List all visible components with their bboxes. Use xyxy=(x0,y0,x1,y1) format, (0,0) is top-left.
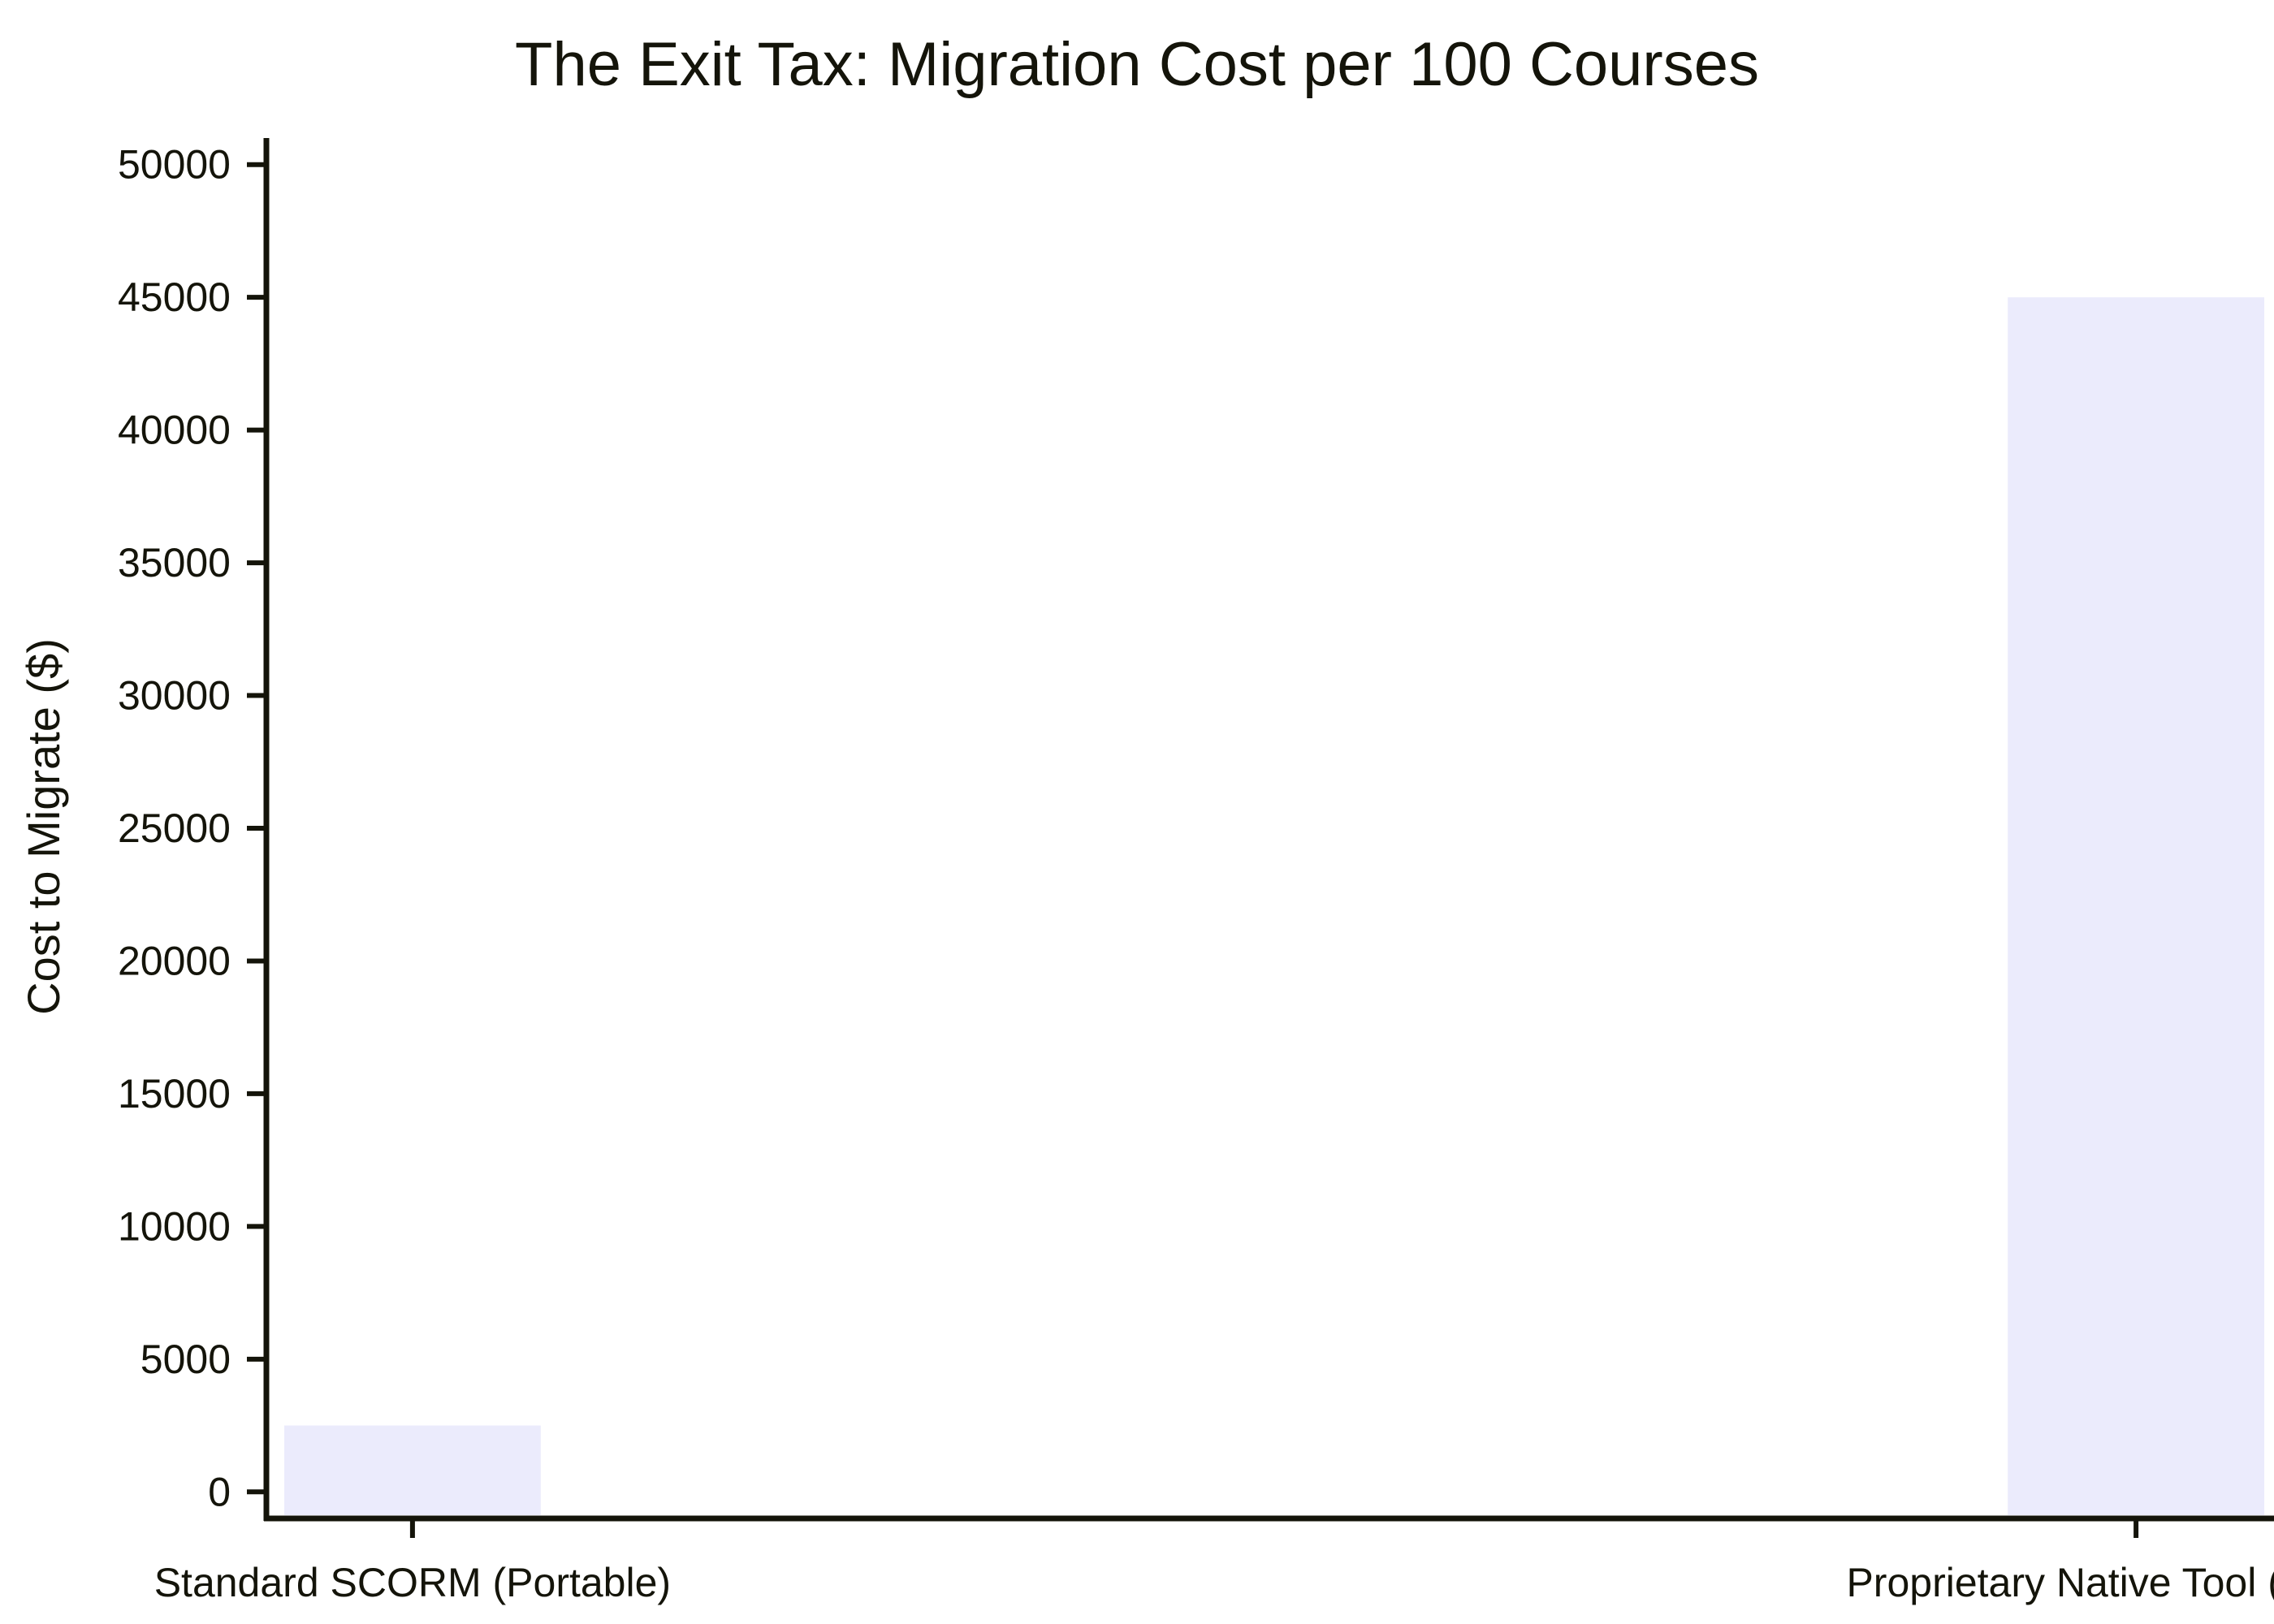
y-tick-label: 40000 xyxy=(118,408,231,453)
chart-title: The Exit Tax: Migration Cost per 100 Cou… xyxy=(515,30,1759,99)
y-tick-label: 30000 xyxy=(118,673,231,719)
y-tick-label: 10000 xyxy=(118,1203,231,1249)
y-ticks-group: 0 5000 10000 15000 20000 25000 30000 35000 40000… xyxy=(118,142,266,1514)
x-tick-label: Standard SCORM (Portable) xyxy=(154,1560,671,1605)
y-axis-label: Cost to Migrate ($) xyxy=(18,638,69,1015)
y-tick-label: 20000 xyxy=(118,938,231,983)
y-tick-label: 5000 xyxy=(141,1337,231,1382)
y-tick-label: 0 xyxy=(208,1469,231,1514)
x-ticks-group: Standard SCORM (Portable) Proprietary Nat… xyxy=(154,1518,2274,1605)
bar-standard-scorm xyxy=(284,1425,541,1515)
y-tick-label: 25000 xyxy=(118,806,231,851)
x-tick-label: Proprietary Native Tool (Locked) xyxy=(1846,1560,2274,1605)
y-tick-label: 50000 xyxy=(118,142,231,188)
bars-group xyxy=(284,297,2264,1516)
y-tick-label: 35000 xyxy=(118,540,231,585)
y-tick-label: 15000 xyxy=(118,1071,231,1116)
y-tick-label: 45000 xyxy=(118,274,231,320)
bar-proprietary-native-tool xyxy=(2008,297,2264,1516)
